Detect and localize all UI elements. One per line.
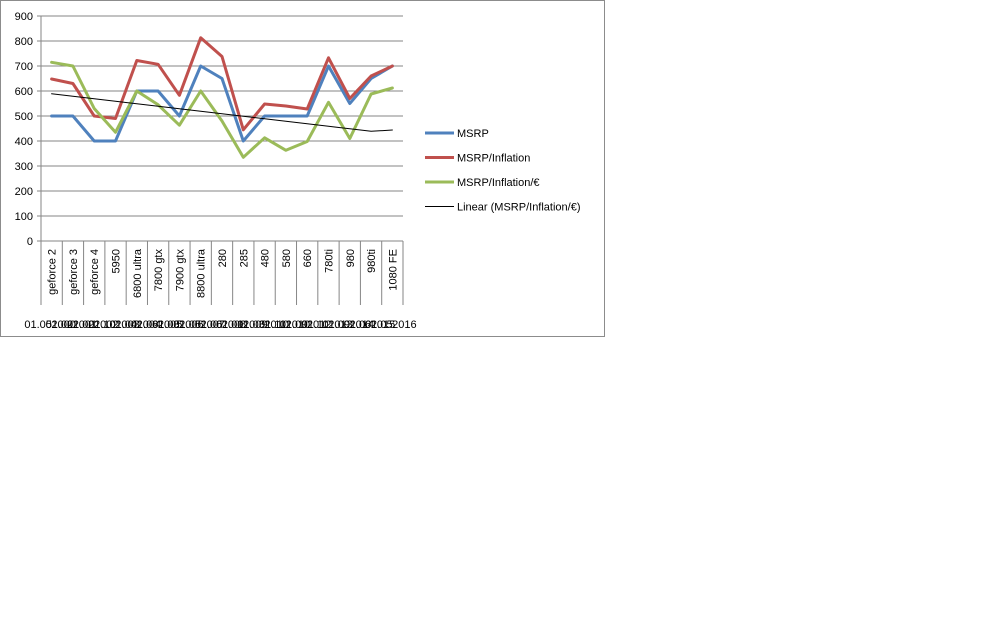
date-label: 2004	[137, 319, 161, 331]
date-label: 01.05.	[365, 319, 396, 331]
date-label: 2001	[73, 319, 97, 331]
x-tick-label: 280	[217, 249, 229, 267]
date-label: 2010	[286, 319, 310, 331]
x-tick-label: geforce 3	[68, 249, 80, 295]
y-tick-label: 100	[15, 211, 33, 223]
date-label: 01.03.	[237, 319, 268, 331]
y-tick-label: 500	[15, 111, 33, 123]
date-label: 2010	[264, 319, 288, 331]
x-tick-label: geforce 2	[47, 249, 59, 295]
date-label: 2016	[392, 319, 416, 331]
date-label: 2009	[243, 319, 267, 331]
x-tick-label: 6800 ultra	[132, 248, 144, 298]
date-label: 01.02.	[46, 319, 77, 331]
legend-label: Linear (MSRP/Inflation/€)	[457, 202, 581, 214]
date-label: 01.10.	[88, 319, 119, 331]
axes	[37, 15, 404, 305]
date-label: 01.05.	[173, 319, 204, 331]
x-tick-label: 8800 ultra	[196, 248, 208, 298]
y-tick-label: 800	[15, 36, 33, 48]
date-label: 2003	[115, 319, 139, 331]
y-tick-label: 300	[15, 161, 33, 173]
date-label: 01.02.	[67, 319, 98, 331]
x-tick-labels: geforce 2 geforce 3 geforce 4 5950 6800 ultr…	[47, 248, 400, 298]
x-tick-label: 5950	[111, 249, 123, 273]
date-label: 2008	[222, 319, 246, 331]
x-tick-label: 7800 gtx	[153, 249, 165, 292]
x-tick-label: geforce 4	[89, 249, 101, 295]
date-label: 01.11.	[259, 319, 289, 331]
x-tick-label: 580	[281, 249, 293, 267]
date-label: 01.06.	[195, 319, 226, 331]
trendline	[51, 93, 393, 132]
date-label: 2005	[158, 319, 182, 331]
legend: MSRP MSRP/Inflation MSRP/Inflation/€ Linear…	[425, 128, 581, 214]
date-label: 01.05.	[24, 319, 55, 331]
series-line	[50, 64, 394, 143]
date-label: 2002	[94, 319, 118, 331]
x-tick-label: 1080 FE	[387, 249, 399, 291]
x-tick-label: 980	[345, 249, 357, 267]
x-tick-label: 660	[302, 249, 314, 267]
series-line	[50, 60, 394, 159]
date-label: 01.03.	[152, 319, 183, 331]
date-label: 2007	[200, 319, 224, 331]
date-label: 2015	[371, 319, 395, 331]
x-tick-label: 480	[260, 249, 272, 267]
date-label: 01.06.	[344, 319, 375, 331]
y-tick-label: 700	[15, 61, 33, 73]
legend-label: MSRP/Inflation	[457, 153, 530, 165]
x-tick-label: 7900 gtx	[174, 249, 186, 292]
y-tick-label: 900	[15, 11, 33, 23]
date-label: 2014	[350, 319, 374, 331]
x-tick-label: 980ti	[366, 249, 378, 273]
legend-label: MSRP	[457, 128, 489, 140]
date-labels: 01.05.200001.02.200101.02.200201.10.2003…	[24, 319, 416, 331]
date-label: 2006	[179, 319, 203, 331]
series-line	[50, 36, 394, 132]
date-label: 2012	[307, 319, 331, 331]
date-label: 01.04.	[110, 319, 141, 331]
x-tick-label: 780ti	[323, 249, 335, 273]
date-label: 01.09.	[280, 319, 311, 331]
y-tick-labels: 0 100 200 300 400 500 600 700 800 900	[15, 11, 33, 248]
y-tick-label: 400	[15, 136, 33, 148]
date-label: 01.09.	[322, 319, 353, 331]
date-label: 01.01.	[216, 319, 247, 331]
series-lines	[50, 36, 394, 159]
y-tick-label: 600	[15, 86, 33, 98]
x-tick-label: 285	[238, 249, 250, 267]
date-label: 2013	[328, 319, 352, 331]
legend-label: MSRP/Inflation/€	[457, 177, 540, 189]
chart-frame: 0 100 200 300 400 500 600 700 800 900 geforce 2 ge…	[0, 0, 605, 337]
date-label: 01.11.	[302, 319, 332, 331]
date-label: 2000	[51, 319, 75, 331]
y-tick-label: 200	[15, 186, 33, 198]
date-label: 01.06.	[131, 319, 162, 331]
y-tick-label: 0	[27, 236, 33, 248]
